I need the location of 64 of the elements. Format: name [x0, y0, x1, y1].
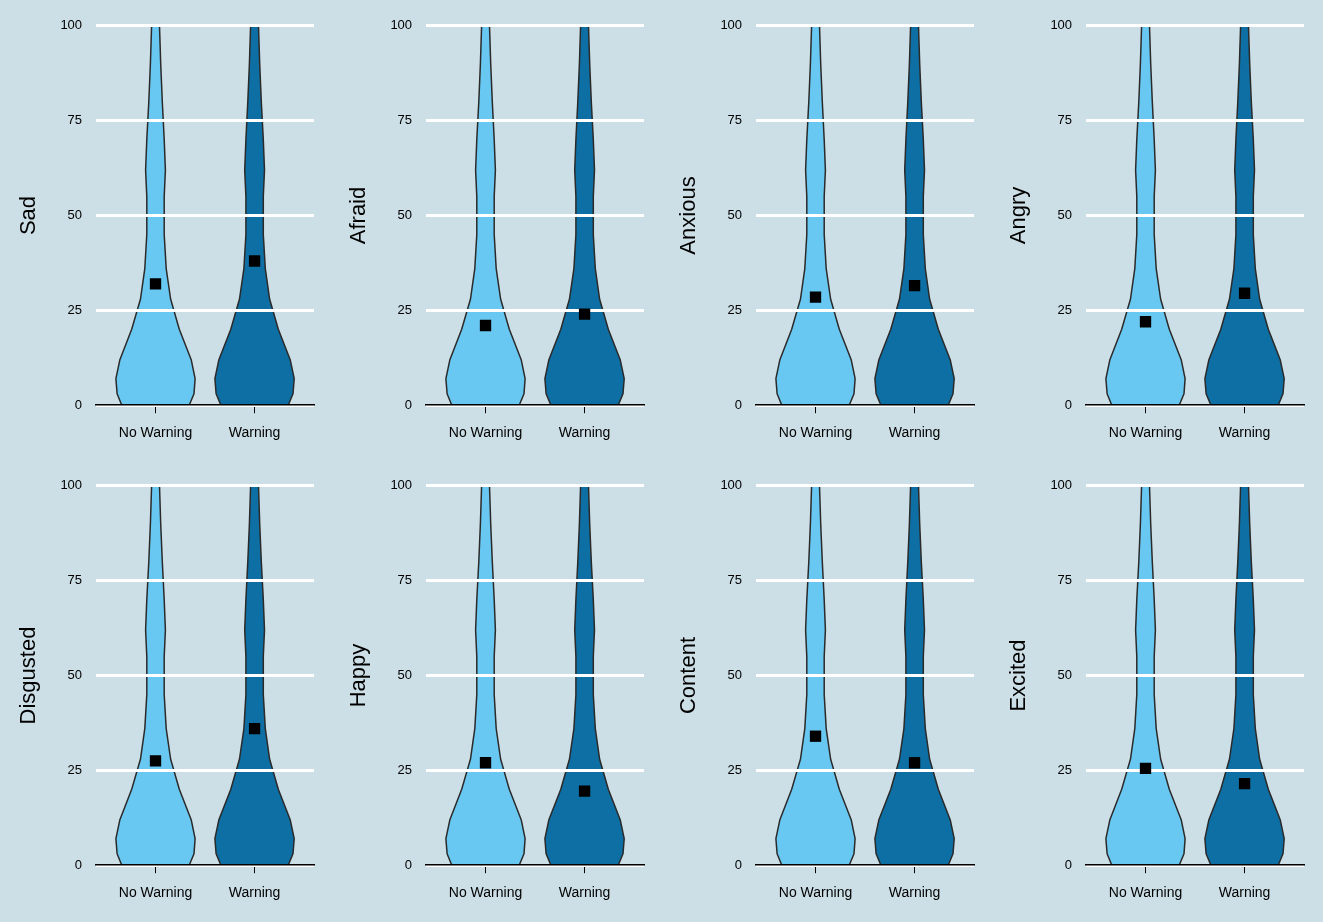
y-axis-title: Excited: [1005, 639, 1031, 712]
y-axis-title: Content: [675, 636, 701, 715]
y-axis-title: Angry: [1005, 186, 1031, 245]
y-tick-label: 50: [397, 207, 413, 223]
y-tick-label: 25: [397, 761, 413, 777]
x-tick-label: No Warning: [1108, 424, 1183, 441]
y-tick-label: 25: [1057, 301, 1073, 317]
y-tick-label: 25: [67, 301, 83, 317]
x-tick-label: Warning: [228, 424, 281, 441]
x-tick-label: Warning: [1218, 424, 1271, 441]
y-tick-label: 100: [1050, 17, 1073, 33]
y-tick-label: 75: [397, 112, 413, 128]
y-tick-label: 0: [404, 396, 413, 412]
y-tick-label: 100: [60, 17, 83, 33]
y-axis-title: Anxious: [675, 176, 701, 255]
y-tick-label: 75: [67, 572, 83, 588]
y-tick-label: 100: [720, 477, 743, 493]
x-tick-label: Warning: [1218, 884, 1271, 901]
x-tick-label: Warning: [888, 424, 941, 441]
y-tick-label: 0: [734, 856, 743, 872]
y-axis-title: Disgusted: [15, 626, 41, 725]
y-tick-label: 25: [727, 301, 743, 317]
y-tick-label: 25: [67, 761, 83, 777]
y-tick-label: 50: [1057, 207, 1073, 223]
y-tick-label: 0: [404, 856, 413, 872]
y-tick-label: 100: [390, 17, 413, 33]
x-tick-label: Warning: [228, 884, 281, 901]
x-tick-label: No Warning: [778, 424, 853, 441]
y-tick-label: 75: [727, 112, 743, 128]
y-tick-label: 50: [67, 207, 83, 223]
y-tick-label: 25: [397, 301, 413, 317]
x-tick-label: No Warning: [448, 424, 523, 441]
y-tick-label: 50: [727, 667, 743, 683]
x-tick-label: Warning: [558, 424, 611, 441]
y-tick-label: 50: [1057, 667, 1073, 683]
y-tick-label: 0: [1064, 396, 1073, 412]
y-axis-title: Afraid: [345, 186, 371, 245]
x-tick-label: No Warning: [448, 884, 523, 901]
y-tick-label: 100: [720, 17, 743, 33]
x-tick-label: Warning: [558, 884, 611, 901]
y-tick-label: 75: [727, 572, 743, 588]
y-tick-label: 50: [727, 207, 743, 223]
y-tick-label: 100: [1050, 477, 1073, 493]
y-tick-label: 75: [1057, 112, 1073, 128]
y-tick-label: 75: [397, 572, 413, 588]
y-tick-label: 25: [727, 761, 743, 777]
y-tick-label: 75: [67, 112, 83, 128]
x-tick-label: No Warning: [1108, 884, 1183, 901]
y-tick-label: 75: [1057, 572, 1073, 588]
x-tick-label: No Warning: [778, 884, 853, 901]
y-tick-label: 0: [74, 396, 83, 412]
x-tick-label: Warning: [888, 884, 941, 901]
y-tick-label: 0: [734, 396, 743, 412]
y-tick-label: 50: [67, 667, 83, 683]
y-tick-label: 50: [397, 667, 413, 683]
y-tick-label: 100: [390, 477, 413, 493]
y-tick-label: 0: [74, 856, 83, 872]
y-tick-label: 100: [60, 477, 83, 493]
y-tick-label: 25: [1057, 761, 1073, 777]
y-axis-title: Sad: [15, 195, 41, 236]
y-tick-label: 0: [1064, 856, 1073, 872]
x-tick-label: No Warning: [118, 424, 193, 441]
x-tick-label: No Warning: [118, 884, 193, 901]
y-axis-title: Happy: [345, 643, 371, 708]
